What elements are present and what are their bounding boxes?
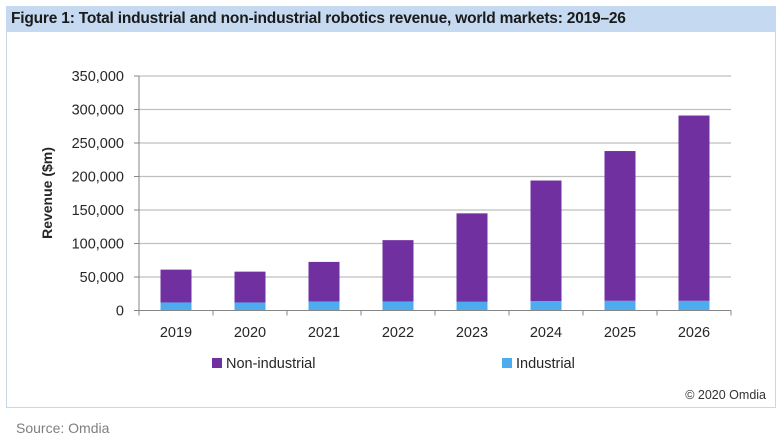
bar-industrial-2022 bbox=[382, 301, 414, 311]
bar-industrial-2023 bbox=[456, 301, 488, 311]
x-tick-label: 2019 bbox=[160, 325, 192, 341]
y-tick-label: 100,000 bbox=[72, 237, 124, 253]
x-tick-label: 2023 bbox=[456, 325, 488, 341]
x-axis-ticks: 2019 2020 2021 2022 2023 2024 2025 2026 bbox=[138, 310, 732, 341]
legend-label-non-industrial: Non-industrial bbox=[226, 356, 315, 372]
legend-label-industrial: Industrial bbox=[516, 356, 575, 372]
bars bbox=[160, 115, 710, 311]
bar-non-industrial-2021 bbox=[308, 261, 340, 302]
bar-non-industrial-2024 bbox=[530, 180, 562, 302]
x-tick-label: 2024 bbox=[530, 325, 562, 341]
legend-swatch-industrial bbox=[502, 358, 512, 368]
y-tick-label: 200,000 bbox=[72, 170, 124, 186]
axes bbox=[138, 76, 731, 311]
figure-frame bbox=[6, 6, 776, 408]
legend: Non-industrial Industrial bbox=[212, 356, 575, 372]
figure-title: Figure 1: Total industrial and non-indus… bbox=[6, 6, 776, 32]
bar-industrial-2026 bbox=[678, 300, 710, 311]
y-tick-label: 150,000 bbox=[72, 203, 124, 219]
x-tick-label: 2020 bbox=[234, 325, 266, 341]
y-tick-label: 250,000 bbox=[72, 136, 124, 152]
source-note: Source: Omdia bbox=[16, 420, 110, 436]
y-axis-title: Revenue ($m) bbox=[39, 147, 55, 239]
bar-non-industrial-2023 bbox=[456, 213, 488, 302]
x-tick-label: 2022 bbox=[382, 325, 414, 341]
bar-industrial-2019 bbox=[160, 302, 192, 311]
bar-non-industrial-2022 bbox=[382, 240, 414, 302]
bar-non-industrial-2025 bbox=[604, 151, 636, 301]
y-tick-label: 350,000 bbox=[72, 69, 124, 85]
y-tick-label: 300,000 bbox=[72, 103, 124, 119]
bar-industrial-2020 bbox=[234, 302, 266, 311]
x-tick-label: 2021 bbox=[308, 325, 340, 341]
bar-non-industrial-2026 bbox=[678, 115, 710, 301]
bar-industrial-2021 bbox=[308, 301, 340, 311]
bar-non-industrial-2020 bbox=[234, 271, 266, 303]
copyright-notice: © 2020 Omdia bbox=[685, 388, 766, 402]
legend-swatch-non-industrial bbox=[212, 358, 222, 368]
y-tick-label: 50,000 bbox=[80, 270, 124, 286]
bar-non-industrial-2019 bbox=[160, 269, 192, 303]
x-tick-label: 2025 bbox=[604, 325, 636, 341]
x-tick-label: 2026 bbox=[678, 325, 710, 341]
y-tick-label: 0 bbox=[116, 304, 124, 320]
y-axis-ticks: 0 50,000 100,000 150,000 200,000 250,000 300,0… bbox=[72, 69, 139, 320]
bar-industrial-2024 bbox=[530, 301, 562, 311]
gridlines bbox=[139, 75, 731, 278]
bar-industrial-2025 bbox=[604, 300, 636, 311]
